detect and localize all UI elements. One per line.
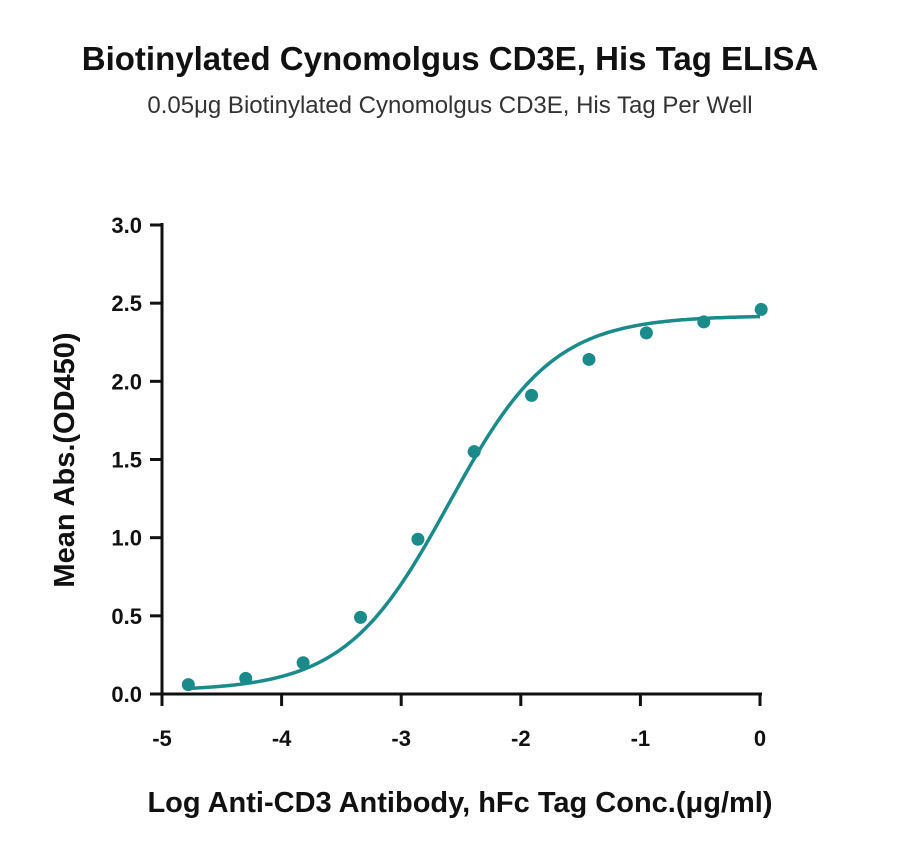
axes: 0.0 0.5 1.0 1.5 2.0 2.5 3.0 -5 -4 -3 -2 -1 0 xyxy=(111,213,766,751)
x-tick-label: -1 xyxy=(631,726,651,751)
x-tick-label: 0 xyxy=(754,726,766,751)
y-axis-label: Mean Abs.(OD450) xyxy=(49,332,81,587)
data-points-layer xyxy=(181,302,768,692)
data-point xyxy=(525,388,539,402)
x-tick-label: -2 xyxy=(511,726,531,751)
chart-subtitle: 0.05μg Biotinylated Cynomolgus CD3E, His… xyxy=(147,92,753,119)
y-tick-label: 0.0 xyxy=(111,682,142,707)
x-tick-label: -4 xyxy=(272,726,292,751)
data-point xyxy=(411,532,425,546)
data-point xyxy=(181,678,195,692)
fit-curve-layer xyxy=(188,314,761,691)
y-tick-label: 2.5 xyxy=(111,291,142,316)
data-point xyxy=(582,352,596,366)
data-point xyxy=(239,671,253,685)
y-tick-label: 2.0 xyxy=(111,369,142,394)
chart-title: Biotinylated Cynomolgus CD3E, His Tag EL… xyxy=(81,40,819,77)
x-axis-label: Log Anti-CD3 Antibody, hFc Tag Conc.(μg/… xyxy=(147,787,772,819)
data-point xyxy=(467,445,481,459)
fit-curve xyxy=(188,314,761,691)
data-point xyxy=(697,315,711,329)
data-point xyxy=(639,326,653,340)
y-tick-label: 1.5 xyxy=(111,448,142,473)
data-point xyxy=(296,656,310,670)
y-tick-label: 3.0 xyxy=(111,213,142,238)
x-tick-label: -5 xyxy=(152,726,172,751)
y-tick-label: 0.5 xyxy=(111,604,142,629)
x-tick-label: -3 xyxy=(391,726,411,751)
data-point xyxy=(354,610,368,624)
data-point xyxy=(754,302,768,316)
y-tick-label: 1.0 xyxy=(111,526,142,551)
